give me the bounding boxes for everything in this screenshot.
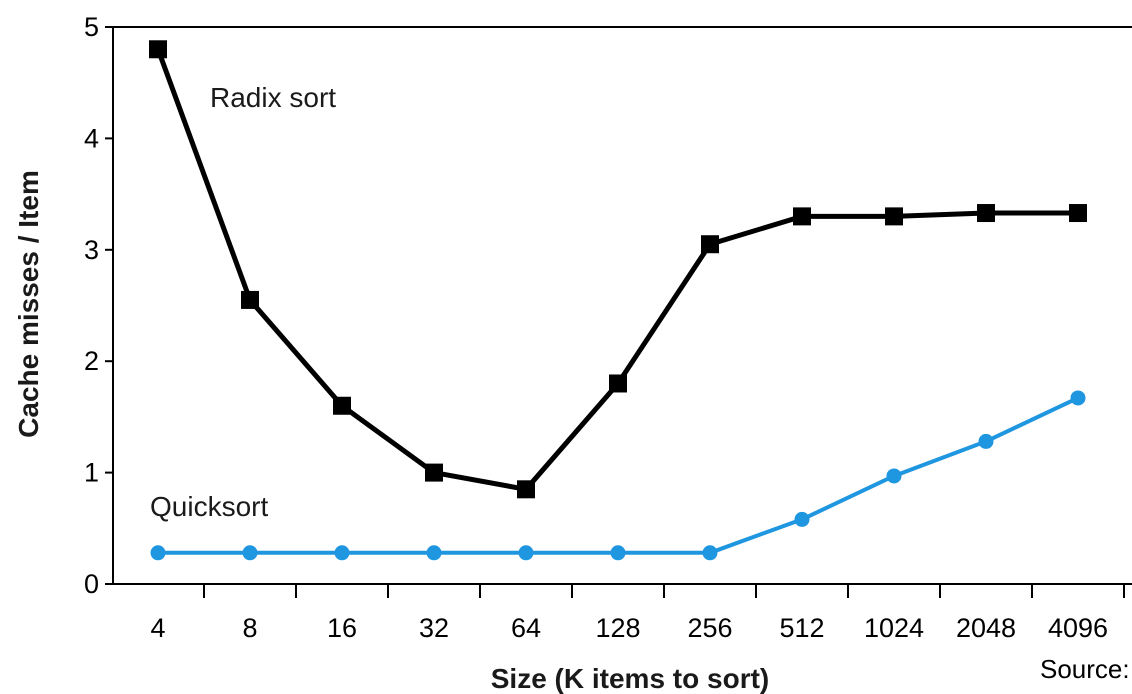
quicksort-point [886,468,902,484]
x-tick-label: 4 [150,613,165,643]
source-note: Source: [1040,654,1130,684]
x-ticks: 4 8 16 32 64 128 256 512 1024 2048 4096 [150,584,1125,643]
radix-sort-point [241,290,259,309]
y-tick-label: 5 [84,12,99,42]
radix-sort-point [1069,204,1087,223]
x-tick-label: 512 [779,613,824,643]
quicksort-label: Quicksort [150,491,268,522]
x-tick-label: 32 [419,613,449,643]
y-tick-label: 2 [84,346,99,376]
x-tick-label: 16 [327,613,357,643]
x-tick-label: 128 [595,613,640,643]
x-tick-label: 8 [242,613,257,643]
quicksort-point [1070,390,1086,406]
x-tick-label: 2048 [956,613,1016,643]
y-tick-label: 0 [84,569,99,599]
quicksort-point [702,545,718,561]
radix-sort-point [701,235,719,254]
radix-sort-point [885,207,903,226]
y-tick-label: 1 [84,458,99,488]
y-axis-title: Cache misses / Item [13,170,44,438]
quicksort-point [610,545,626,561]
quicksort-point [334,545,350,561]
x-tick-label: 64 [511,613,541,643]
radix-sort-point [517,480,535,499]
radix-sort-point [333,396,351,415]
radix-sort-point [977,204,995,223]
radix-sort-point [149,40,167,59]
quicksort-point [794,511,810,527]
quicksort-line [158,396,1079,555]
radix-sort-point [793,207,811,226]
y-tick-label: 3 [84,235,99,265]
y-tick-label: 4 [84,123,99,153]
y-ticks: 0 1 2 3 4 5 [84,12,113,599]
quicksort-point [978,433,994,449]
x-tick-label: 1024 [864,613,924,643]
quicksort-point [518,545,534,561]
radix-sort-point [425,463,443,482]
x-tick-label: 4096 [1048,613,1108,643]
series-layer [149,40,1087,561]
x-tick-label: 256 [687,613,732,643]
plot-frame [112,26,1132,585]
quicksort-point [426,545,442,561]
radix-sort-line [155,48,1078,492]
radix-sort-label: Radix sort [210,82,336,113]
x-axis-title: Size (K items to sort) [491,663,769,694]
quicksort-point [150,545,166,561]
radix-sort-point [609,374,627,393]
quicksort-point [242,545,258,561]
